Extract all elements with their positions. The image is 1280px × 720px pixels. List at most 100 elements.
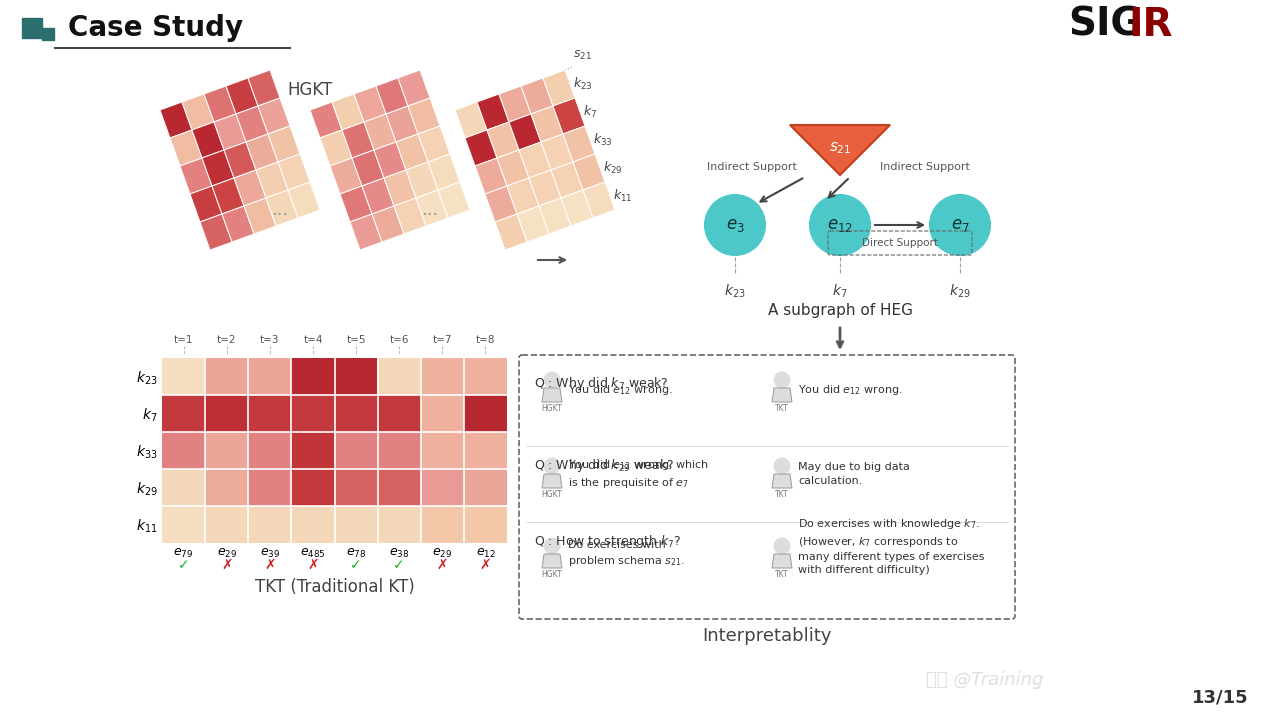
Polygon shape bbox=[396, 134, 428, 170]
Polygon shape bbox=[509, 114, 541, 150]
Polygon shape bbox=[486, 122, 518, 158]
Text: $e_3$: $e_3$ bbox=[726, 216, 745, 234]
Polygon shape bbox=[529, 170, 561, 206]
Polygon shape bbox=[170, 130, 202, 166]
Polygon shape bbox=[376, 78, 408, 114]
Circle shape bbox=[705, 195, 765, 255]
Text: ✗: ✗ bbox=[480, 558, 492, 572]
Polygon shape bbox=[180, 158, 212, 194]
Text: Interpretablity: Interpretablity bbox=[703, 627, 832, 645]
Text: You did $e_{12}$ wrong.: You did $e_{12}$ wrong. bbox=[568, 383, 672, 397]
Text: ✗: ✗ bbox=[221, 558, 233, 572]
Polygon shape bbox=[320, 130, 352, 166]
Polygon shape bbox=[541, 388, 562, 402]
Polygon shape bbox=[189, 186, 221, 222]
Text: t=7: t=7 bbox=[433, 335, 452, 345]
Circle shape bbox=[544, 538, 561, 554]
Circle shape bbox=[544, 372, 561, 388]
Circle shape bbox=[931, 195, 989, 255]
Polygon shape bbox=[477, 94, 509, 130]
Polygon shape bbox=[539, 198, 571, 234]
Text: ✗: ✗ bbox=[436, 558, 448, 572]
Polygon shape bbox=[182, 94, 214, 130]
Polygon shape bbox=[349, 214, 381, 250]
Polygon shape bbox=[438, 182, 470, 218]
Text: ✓: ✓ bbox=[178, 558, 189, 572]
Polygon shape bbox=[204, 86, 236, 122]
Text: t=5: t=5 bbox=[347, 335, 366, 345]
Polygon shape bbox=[772, 554, 792, 568]
Polygon shape bbox=[541, 134, 573, 170]
Polygon shape bbox=[340, 186, 372, 222]
Polygon shape bbox=[310, 102, 342, 138]
Polygon shape bbox=[541, 554, 562, 568]
Text: TKT: TKT bbox=[776, 490, 788, 499]
Text: Q : Why did $k_{29}$ weak?: Q : Why did $k_{29}$ weak? bbox=[534, 457, 675, 474]
Text: 13/15: 13/15 bbox=[1192, 689, 1248, 707]
Polygon shape bbox=[372, 206, 404, 242]
Text: Q : How to strength $k_7$?: Q : How to strength $k_7$? bbox=[534, 533, 681, 550]
Polygon shape bbox=[518, 142, 550, 178]
Text: t=6: t=6 bbox=[389, 335, 408, 345]
Text: $e_{12}$: $e_{12}$ bbox=[827, 216, 852, 234]
Polygon shape bbox=[499, 86, 531, 122]
Polygon shape bbox=[521, 78, 553, 114]
Text: You did $e_{12}$ wrong, which
is the prequisite of $e_7$: You did $e_{12}$ wrong, which is the pre… bbox=[568, 458, 709, 490]
Bar bbox=[42, 28, 54, 40]
Text: $k_{29}$: $k_{29}$ bbox=[603, 160, 622, 176]
Polygon shape bbox=[374, 142, 406, 178]
Polygon shape bbox=[416, 190, 448, 226]
Text: IR: IR bbox=[1128, 6, 1172, 44]
Polygon shape bbox=[352, 150, 384, 186]
Polygon shape bbox=[772, 388, 792, 402]
Circle shape bbox=[544, 458, 561, 474]
Text: HGKT: HGKT bbox=[541, 404, 562, 413]
Text: Indirect Support: Indirect Support bbox=[881, 162, 970, 172]
Polygon shape bbox=[408, 98, 440, 134]
FancyBboxPatch shape bbox=[518, 355, 1015, 619]
Text: t=2: t=2 bbox=[216, 335, 237, 345]
Polygon shape bbox=[160, 102, 192, 138]
Polygon shape bbox=[248, 70, 280, 106]
Polygon shape bbox=[192, 122, 224, 158]
Text: t=1: t=1 bbox=[174, 335, 193, 345]
Polygon shape bbox=[212, 178, 244, 214]
Text: $k_{23}$: $k_{23}$ bbox=[573, 76, 593, 92]
Polygon shape bbox=[561, 190, 593, 226]
Text: Case Study: Case Study bbox=[68, 14, 243, 42]
Polygon shape bbox=[582, 182, 614, 218]
Bar bbox=[22, 18, 42, 38]
Polygon shape bbox=[330, 158, 362, 194]
Text: t=8: t=8 bbox=[476, 335, 495, 345]
Polygon shape bbox=[355, 86, 387, 122]
Polygon shape bbox=[507, 178, 539, 214]
Text: Do exercises with
problem schema $s_{21}$.: Do exercises with problem schema $s_{21}… bbox=[568, 540, 685, 568]
Text: $k_7$: $k_7$ bbox=[832, 283, 847, 300]
Polygon shape bbox=[465, 130, 497, 166]
Text: Do exercises with knowledge $k_7$.
(However, $k_7$ corresponds to
many different: Do exercises with knowledge $k_7$. (Howe… bbox=[797, 517, 984, 575]
Polygon shape bbox=[406, 162, 438, 198]
Text: 知乎 @Training: 知乎 @Training bbox=[927, 671, 1043, 689]
Polygon shape bbox=[517, 206, 549, 242]
Polygon shape bbox=[202, 150, 234, 186]
Polygon shape bbox=[454, 102, 486, 138]
Polygon shape bbox=[266, 190, 298, 226]
Polygon shape bbox=[221, 206, 253, 242]
Text: ...: ... bbox=[421, 201, 439, 219]
Polygon shape bbox=[200, 214, 232, 250]
Text: ...: ... bbox=[271, 201, 288, 219]
Text: You did $e_{12}$ wrong.: You did $e_{12}$ wrong. bbox=[797, 383, 902, 397]
Text: t=4: t=4 bbox=[303, 335, 323, 345]
Polygon shape bbox=[268, 126, 300, 162]
Text: ✗: ✗ bbox=[264, 558, 275, 572]
Circle shape bbox=[774, 458, 790, 474]
Polygon shape bbox=[398, 70, 430, 106]
Text: $s_{21}$: $s_{21}$ bbox=[573, 49, 591, 62]
Polygon shape bbox=[485, 186, 517, 222]
Text: TKT (Traditional KT): TKT (Traditional KT) bbox=[255, 578, 415, 596]
Polygon shape bbox=[475, 158, 507, 194]
Text: SIG: SIG bbox=[1068, 6, 1142, 44]
Polygon shape bbox=[573, 154, 605, 190]
Text: HGKT: HGKT bbox=[541, 490, 562, 499]
Polygon shape bbox=[244, 198, 276, 234]
